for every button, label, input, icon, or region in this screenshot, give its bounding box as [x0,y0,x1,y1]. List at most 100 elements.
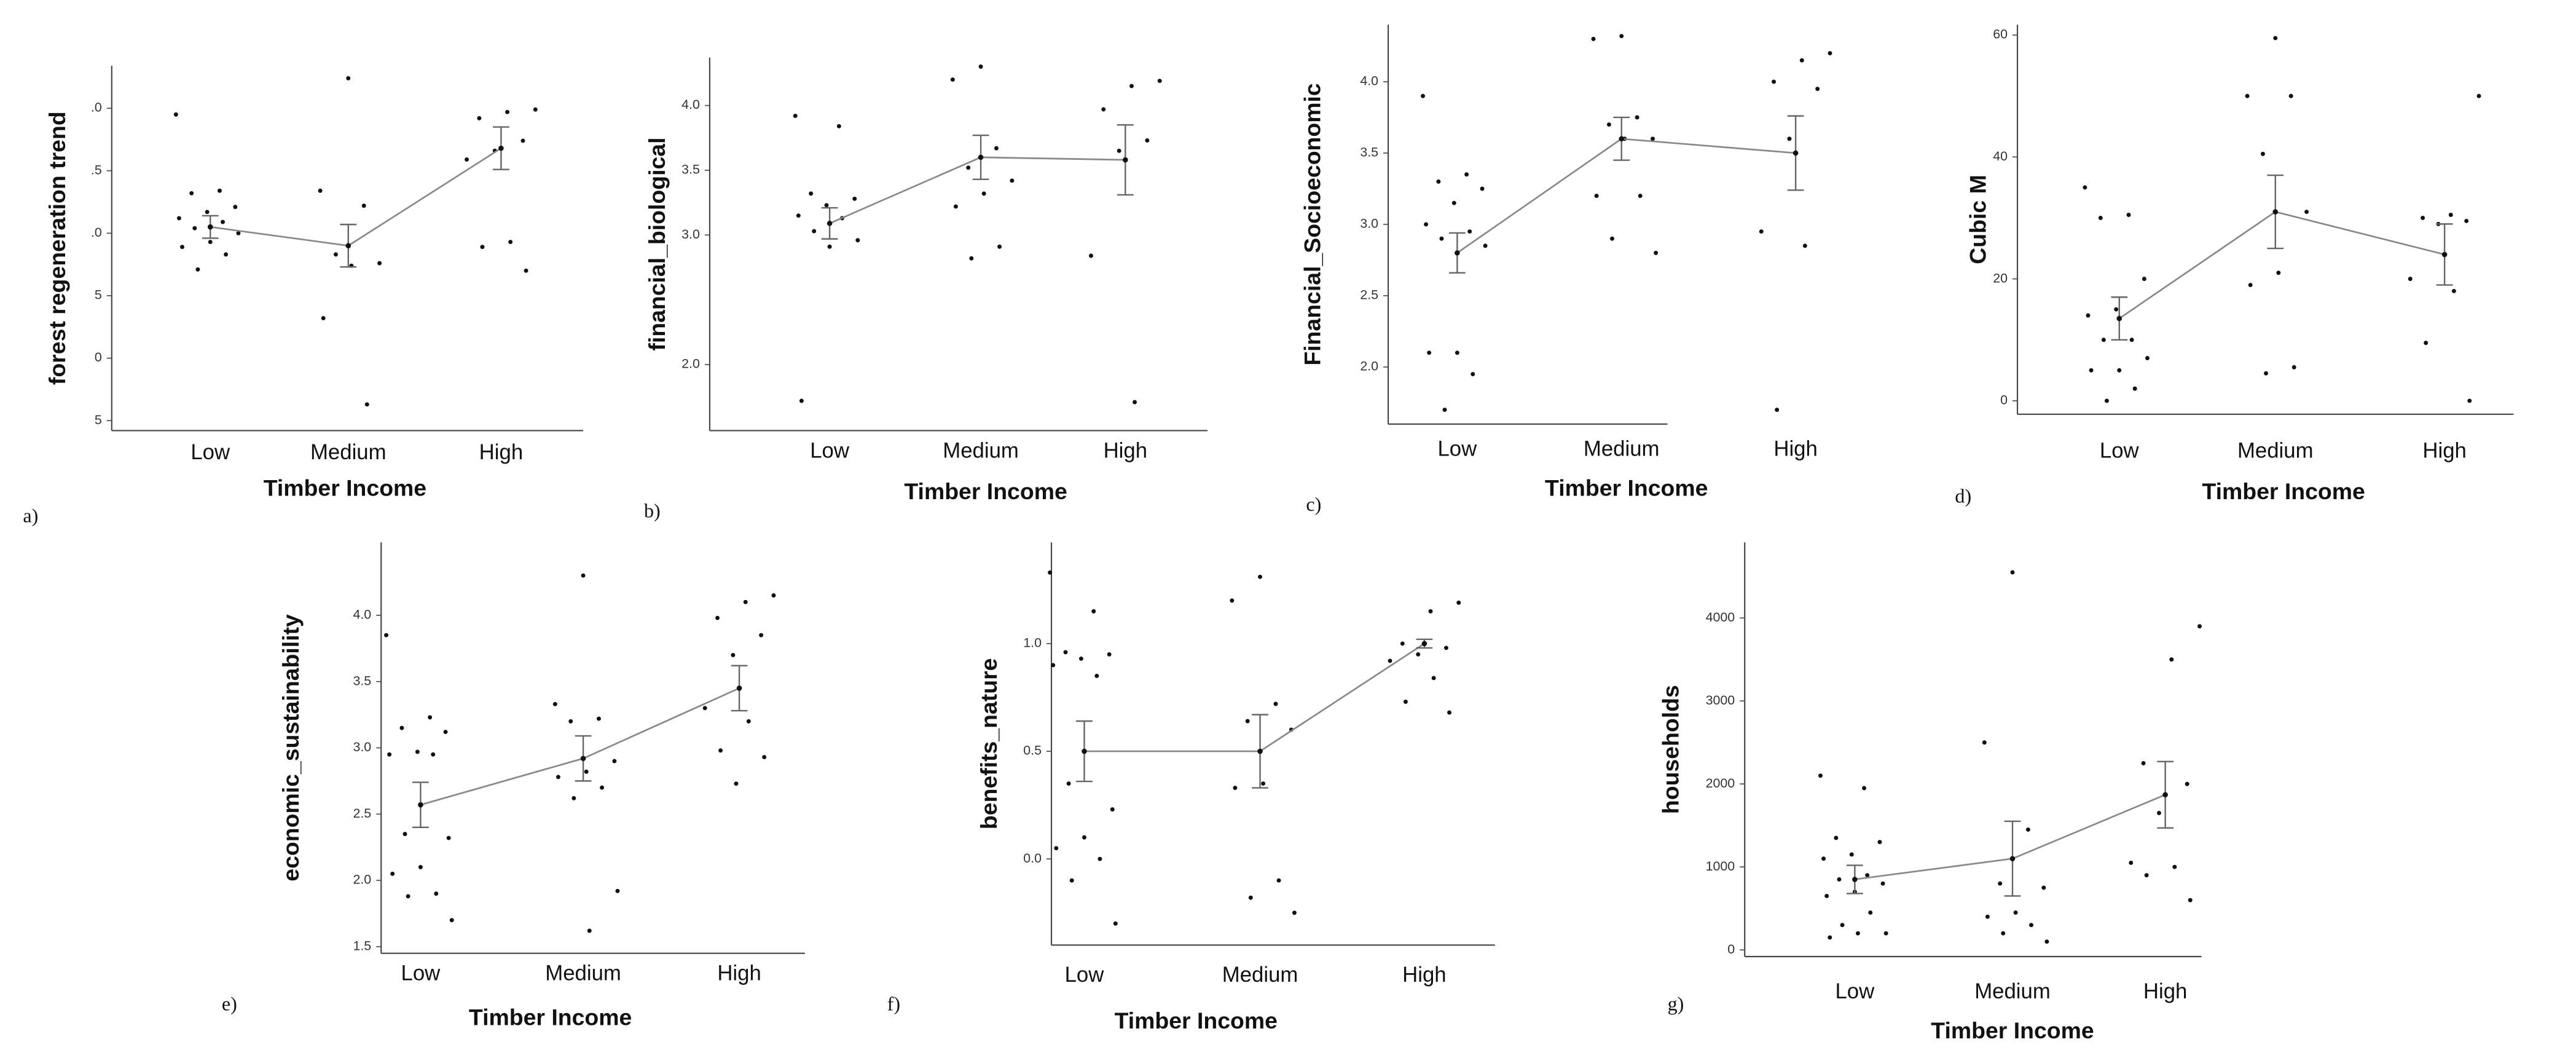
data-point [1815,87,1820,92]
data-point [2451,288,2456,293]
y-axis-title: financial_biological [644,137,670,350]
data-point [953,204,958,209]
data-point [1261,781,1266,786]
x-tick-label: Low [810,439,850,462]
data-point [1471,372,1475,377]
x-tick-label: Low [2100,439,2140,462]
data-point [1273,701,1278,706]
x-axis-title: Timber Income [1115,1008,1278,1033]
data-point [321,316,326,321]
data-point [812,229,817,234]
data-point [173,112,178,117]
mean-point [2116,315,2122,322]
mean-point [827,221,833,226]
x-tick-label: Low [401,962,441,985]
mean-line [829,156,1126,224]
data-point [2408,277,2413,282]
data-point [1230,598,1235,603]
data-point [1145,138,1150,143]
data-point [2145,356,2150,361]
data-point [217,188,222,193]
mean-line [1855,794,2166,880]
data-point [1772,79,1777,84]
data-point [556,775,560,780]
data-point [1082,835,1086,840]
data-point [2132,386,2137,391]
panel: 0 20 40 60 Low Medium High Timber Income Cubic M… [1955,25,2514,507]
y-tick-label: 2.0 [353,872,371,887]
y-tick-label: 3000 [1706,693,1735,708]
data-point [1456,600,1461,605]
mean-point [1619,136,1624,142]
data-point [1427,350,1432,355]
data-point [1840,923,1845,928]
data-point [1619,34,1624,39]
data-point [1651,136,1655,141]
data-point [2304,210,2309,215]
data-point [1877,840,1882,845]
mean-point [736,685,742,691]
mean-point [2272,209,2279,215]
x-tick-label: Medium [1222,963,1298,987]
data-point [1455,350,1459,355]
data-point [1868,910,1873,915]
data-point [2185,781,2189,786]
data-point [1431,676,1436,681]
data-point [361,203,366,208]
data-point [1424,222,1429,227]
data-point [2156,811,2161,815]
x-tick-label: High [717,962,761,985]
mean-line [2119,211,2445,320]
data-point [1799,58,1804,63]
data-point [2010,570,2015,575]
mean-point [418,802,423,808]
panel: 4.0 3.5 3.0 2.5 2.0 Low Medium High Timber Incom… [1300,25,1832,515]
data-point [2126,213,2131,217]
data-point [1400,641,1405,646]
x-tick-label: High [2422,439,2466,462]
data-point [2248,283,2253,288]
data-point [2448,213,2453,217]
panel-label: a) [23,505,38,527]
data-point [1248,895,1253,900]
data-point [1985,914,1990,919]
data-point [1880,881,1885,886]
data-point [997,244,1002,249]
data-point [1824,893,1829,898]
y-tick-label: 40 [1993,149,2008,164]
data-point [2424,341,2429,345]
data-point [1834,835,1839,840]
mean-point [1793,150,1799,156]
data-point [2273,36,2278,41]
data-point [852,196,857,201]
y-axis-title: economic_sustainability [278,614,304,882]
x-tick-label: Medium [943,439,1019,462]
data-point [2467,398,2472,403]
data-point [1091,609,1096,614]
mean-point [2441,251,2448,258]
data-point [1855,931,1860,936]
y-tick-label: 20 [1993,270,2008,285]
data-point [2142,277,2146,282]
mean-point [345,243,351,248]
x-tick-label: Low [190,441,230,464]
data-point [1802,243,1807,248]
x-tick-label: Medium [1974,980,2051,1003]
y-tick-label: 0 [95,350,102,365]
x-tick-label: High [479,441,523,464]
data-point [2044,939,2049,944]
data-point [1594,194,1599,199]
data-point [1388,658,1392,663]
data-point [855,238,860,243]
mean-line [1456,138,1796,254]
data-point [431,752,436,757]
data-point [1998,881,2003,886]
data-point [1258,574,1263,579]
data-point [1421,93,1425,98]
y-tick-label: 60 [1993,27,2008,42]
y-tick-label: 3.5 [353,673,371,688]
data-point [827,244,832,249]
data-point [1098,856,1102,861]
data-point [1759,229,1764,234]
data-point [734,781,739,786]
